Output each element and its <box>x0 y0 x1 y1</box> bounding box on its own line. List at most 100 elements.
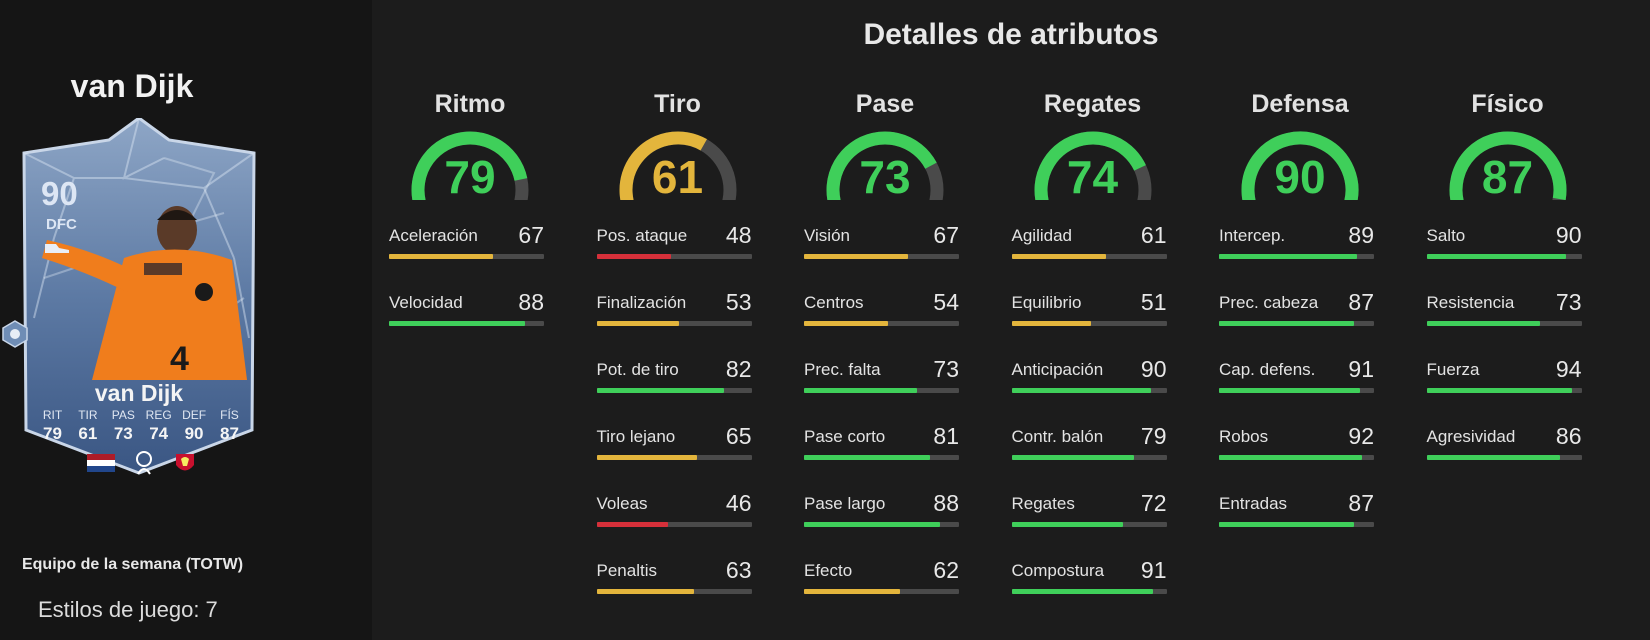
attribute-bar-track <box>1426 321 1582 326</box>
attribute-row[interactable]: Finalización 53 <box>596 289 752 360</box>
attribute-value: 86 <box>1555 423 1582 449</box>
card-rating: 90 <box>41 175 78 212</box>
attribute-label: Pos. ataque <box>596 226 688 245</box>
attribute-row[interactable]: Fuerza 94 <box>1426 356 1582 427</box>
attribute-value: 46 <box>725 490 752 516</box>
attribute-label: Penaltis <box>596 561 657 580</box>
attribute-row[interactable]: Penaltis 63 <box>596 557 752 628</box>
attribute-row[interactable]: Entradas 87 <box>1219 490 1374 561</box>
attribute-bar-track <box>596 589 752 594</box>
attribute-row[interactable]: Prec. cabeza 87 <box>1219 289 1374 360</box>
category-5: Físico 87 Salto 90 Resistencia 73 Fuerza … <box>1420 86 1596 640</box>
attribute-bar-track <box>1011 254 1167 259</box>
attribute-value: 82 <box>725 356 752 382</box>
attribute-value: 88 <box>518 289 544 315</box>
category-name: Ritmo <box>434 90 506 118</box>
attribute-value: 54 <box>933 289 959 315</box>
attribute-row[interactable]: Pos. ataque 48 <box>596 222 752 293</box>
attribute-row[interactable]: Efecto 62 <box>804 557 959 628</box>
attribute-row[interactable]: Pase largo 88 <box>804 490 959 561</box>
category-gauge: 73 <box>819 128 951 203</box>
attribute-label: Finalización <box>596 293 687 312</box>
attribute-row[interactable]: Visión 67 <box>804 222 959 293</box>
attribute-value: 67 <box>933 222 959 248</box>
attribute-row[interactable]: Salto 90 <box>1426 222 1582 293</box>
attribute-list: Aceleración 67 Velocidad 88 <box>389 222 544 360</box>
category-value: 90 <box>1274 151 1326 203</box>
attribute-bar-track <box>804 254 959 259</box>
attribute-row[interactable]: Intercep. 89 <box>1219 222 1374 293</box>
attribute-bar-track <box>804 589 959 594</box>
attribute-value: 90 <box>1140 356 1167 382</box>
attribute-row[interactable]: Prec. falta 73 <box>804 356 959 427</box>
card-stats: RIT 79 TIR 61 PAS 73 REG 74 DEF 90 FÍS 87 <box>36 408 246 444</box>
attribute-row[interactable]: Anticipación 90 <box>1011 356 1167 427</box>
attribute-row[interactable]: Resistencia 73 <box>1426 289 1582 360</box>
attribute-bar-fill <box>1011 388 1151 393</box>
attribute-value: 94 <box>1555 356 1582 382</box>
card-stat-label: TIR <box>78 408 98 422</box>
playstyles-count[interactable]: Estilos de juego: 7 <box>38 597 218 622</box>
category-value: 87 <box>1481 151 1534 203</box>
attribute-value: 72 <box>1140 490 1167 516</box>
attribute-row[interactable]: Pot. de tiro 82 <box>596 356 752 427</box>
category-value: 79 <box>444 151 496 203</box>
attribute-row[interactable]: Tiro lejano 65 <box>596 423 752 494</box>
category-4: Defensa 90 Intercep. 89 Prec. cabeza 87 C… <box>1212 86 1388 640</box>
attribute-bar-track <box>1011 388 1167 393</box>
attribute-row[interactable]: Contr. balón 79 <box>1011 423 1167 494</box>
attribute-row[interactable]: Centros 54 <box>804 289 959 360</box>
attribute-bar-track <box>1219 254 1374 259</box>
attribute-row[interactable]: Equilibrio 51 <box>1011 289 1167 360</box>
attribute-bar-fill <box>1219 522 1354 527</box>
attribute-bar-track <box>1426 388 1582 393</box>
attribute-label: Regates <box>1011 494 1075 513</box>
gauge-arc <box>826 131 944 200</box>
player-name: van Dijk <box>70 68 194 104</box>
attribute-value: 67 <box>518 222 544 248</box>
attribute-row[interactable]: Robos 92 <box>1219 423 1374 494</box>
attribute-label: Prec. cabeza <box>1219 293 1319 312</box>
card-stat: FÍS 87 <box>213 408 246 444</box>
gauge-arc <box>1241 131 1359 200</box>
attribute-row[interactable]: Regates 72 <box>1011 490 1167 561</box>
attribute-label: Pot. de tiro <box>596 360 679 379</box>
attribute-row[interactable]: Agresividad 86 <box>1426 423 1582 494</box>
attribute-value: 73 <box>933 356 959 382</box>
attribute-value: 51 <box>1140 289 1167 315</box>
attribute-bar-fill <box>804 254 908 259</box>
attribute-value: 62 <box>933 557 959 583</box>
attribute-bar-fill <box>804 589 901 594</box>
card-stat-value: 74 <box>149 424 169 443</box>
attribute-row[interactable]: Velocidad 88 <box>389 289 544 360</box>
card-stat: RIT 79 <box>36 408 69 444</box>
attribute-bar-track <box>596 321 752 326</box>
gauge-fill <box>411 131 528 200</box>
attribute-row[interactable]: Voleas 46 <box>596 490 752 561</box>
attribute-value: 61 <box>1140 222 1167 248</box>
premier-league-icon <box>136 451 152 475</box>
attribute-bar-track <box>1426 455 1582 460</box>
player-card[interactable]: 4 90 DFC van Dijk RIT 79 TIR 61 PAS 73 REG 7… <box>14 118 264 498</box>
gauge-arc <box>1449 131 1566 200</box>
attribute-row[interactable]: Pase corto 81 <box>804 423 959 494</box>
attribute-row[interactable]: Aceleración 67 <box>389 222 544 293</box>
attribute-bar-fill <box>1219 254 1357 259</box>
attribute-bar-fill <box>596 455 698 460</box>
attribute-value: 53 <box>725 289 752 315</box>
attribute-row[interactable]: Cap. defens. 91 <box>1219 356 1374 427</box>
card-position: DFC <box>46 216 77 233</box>
attribute-bar-fill <box>1219 321 1354 326</box>
attribute-value: 81 <box>933 423 959 449</box>
attribute-label: Aceleración <box>389 226 478 245</box>
attribute-label: Velocidad <box>389 293 463 312</box>
attribute-value: 63 <box>725 557 752 583</box>
attribute-label: Voleas <box>596 494 648 513</box>
netherlands-flag-icon <box>87 454 115 472</box>
gauge-arc <box>1034 131 1151 200</box>
attribute-row[interactable]: Compostura 91 <box>1011 557 1167 628</box>
attribute-label: Efecto <box>804 561 853 580</box>
attribute-row[interactable]: Agilidad 61 <box>1011 222 1167 293</box>
card-stat-value: 87 <box>219 424 239 443</box>
attribute-value: 92 <box>1348 423 1374 449</box>
